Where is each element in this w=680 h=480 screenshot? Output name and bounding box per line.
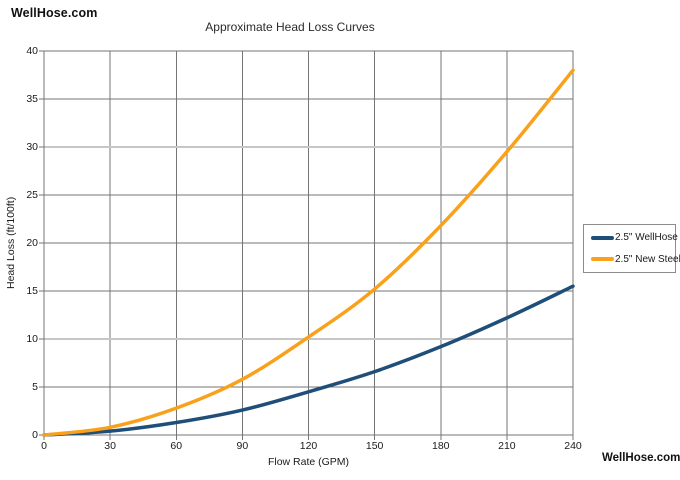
wellhose-logo-top: WellHose.com [11, 6, 98, 20]
wellhose-logo-bottom: WellHose.com [602, 452, 680, 464]
legend-item-wellhose: 2.5" WellHose [591, 232, 678, 244]
x-tick-label: 180 [431, 440, 450, 452]
y-axis-title: Head Loss (ft/100ft) [5, 196, 17, 290]
chart-title: Approximate Head Loss Curves [205, 20, 375, 34]
x-tick-label: 210 [498, 440, 516, 452]
x-tick-label: 120 [299, 440, 318, 452]
legend-label-new-steel: 2.5" New Steel [615, 253, 680, 265]
y-tick-label: 20 [26, 236, 38, 249]
x-tick-label: 30 [104, 440, 116, 452]
x-tick-label: 90 [236, 440, 249, 452]
y-tick-label: 40 [26, 44, 38, 57]
x-tick-label: 240 [564, 440, 582, 452]
legend-label-wellhose: 2.5" WellHose [615, 232, 678, 244]
y-tick-label: 30 [26, 140, 38, 153]
y-tick-label: 10 [26, 332, 38, 345]
y-tick-label: 0 [32, 428, 38, 441]
x-tick-label: 150 [365, 440, 384, 452]
x-tick-label: 60 [170, 440, 183, 452]
x-tick-label: 0 [41, 440, 47, 452]
y-tick-label: 35 [26, 92, 38, 105]
x-axis-title: Flow Rate (GPM) [267, 456, 350, 468]
new-steel-line-swatch [591, 257, 614, 262]
wellhose-line-swatch [591, 235, 614, 240]
y-tick-label: 5 [32, 380, 38, 393]
y-tick-label: 25 [26, 188, 38, 201]
y-tick-label: 15 [26, 284, 38, 297]
series-line-new-steel [42, 68, 575, 437]
legend-item-new-steel: 2.5" New Steel [591, 254, 680, 265]
chart-legend: 2.5" WellHose 2.5" New Steel [583, 224, 680, 273]
series-line-wellhose [42, 284, 575, 437]
